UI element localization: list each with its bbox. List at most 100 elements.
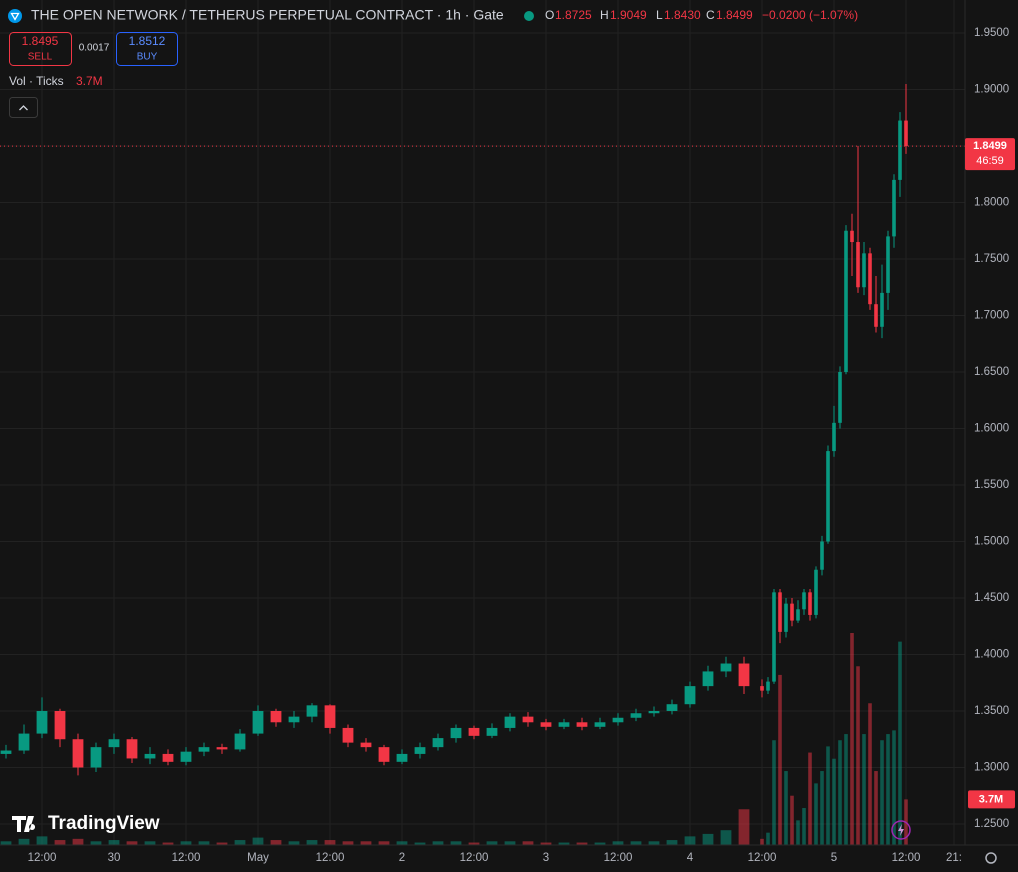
volume-bar bbox=[886, 734, 890, 845]
x-tick-label: 12:00 bbox=[316, 852, 345, 864]
volume-bar bbox=[868, 703, 872, 845]
y-tick-label: 1.5000 bbox=[974, 536, 1009, 548]
candle-body bbox=[378, 747, 390, 762]
candle-body bbox=[504, 716, 516, 728]
y-tick-label: 1.7000 bbox=[974, 310, 1009, 322]
volume-bar bbox=[826, 746, 830, 845]
volume-bar bbox=[540, 842, 552, 845]
volume-bar bbox=[772, 740, 776, 845]
candle-body bbox=[126, 739, 138, 759]
volume-bar bbox=[342, 841, 354, 845]
volume-bar bbox=[18, 838, 30, 845]
volume-bar bbox=[486, 841, 498, 845]
sell-label: SELL bbox=[28, 52, 53, 63]
candle-body bbox=[414, 747, 426, 754]
sell-button[interactable] bbox=[9, 32, 72, 66]
ohlc-value: 1.8499 bbox=[716, 8, 753, 22]
x-tick-label: 12:00 bbox=[460, 852, 489, 864]
volume-bar bbox=[666, 840, 678, 845]
candle-body bbox=[54, 710, 66, 740]
candle-body bbox=[702, 671, 714, 687]
symbol-icon-glyph bbox=[10, 12, 20, 21]
candle-body bbox=[36, 710, 48, 734]
candle-body bbox=[720, 663, 732, 672]
volume-bar bbox=[790, 795, 794, 845]
alert-icon bbox=[898, 824, 904, 836]
candle-body bbox=[856, 242, 860, 288]
volume-bar bbox=[306, 840, 318, 845]
candle-body bbox=[784, 603, 788, 632]
volume-bar bbox=[360, 841, 372, 845]
volume-bar bbox=[880, 740, 884, 845]
volume-bar bbox=[850, 633, 854, 845]
volume-legend-value: 3.7M bbox=[76, 74, 103, 88]
volume-bar bbox=[702, 833, 714, 845]
status-dot bbox=[524, 11, 534, 21]
x-tick-label: 12:00 bbox=[172, 852, 201, 864]
x-tick-label: 2 bbox=[399, 852, 405, 864]
x-tick-label: 5 bbox=[831, 852, 837, 864]
volume-bar bbox=[844, 734, 848, 845]
x-tick-label: 21: bbox=[946, 852, 962, 864]
candle-body bbox=[342, 727, 354, 743]
volume-bar bbox=[90, 841, 102, 845]
candle-body bbox=[144, 753, 156, 759]
candle-body bbox=[522, 716, 534, 723]
x-tick-label: 3 bbox=[543, 852, 549, 864]
buy-label: BUY bbox=[137, 52, 158, 63]
alert-button[interactable] bbox=[891, 820, 911, 840]
candle-body bbox=[738, 663, 750, 687]
volume-bar bbox=[832, 758, 836, 845]
volume-bar bbox=[814, 783, 818, 845]
branding: TradingView bbox=[48, 813, 160, 834]
logo-mark bbox=[12, 816, 36, 832]
volume-bar bbox=[778, 674, 782, 845]
ohlc-value: 1.8725 bbox=[555, 8, 592, 22]
candle-layer bbox=[0, 83, 965, 776]
sell-price: 1.8495 bbox=[22, 34, 59, 48]
volume-bar bbox=[144, 841, 156, 845]
countdown: 46:59 bbox=[976, 155, 1004, 167]
settings-button[interactable] bbox=[985, 852, 997, 864]
volume-layer bbox=[0, 633, 908, 845]
volume-bar bbox=[892, 730, 896, 845]
candle-body bbox=[850, 230, 854, 243]
ohlc-value: 1.8430 bbox=[664, 8, 701, 22]
candle-body bbox=[432, 738, 444, 748]
y-tick-label: 1.4000 bbox=[974, 649, 1009, 661]
x-tick-label: 12:00 bbox=[604, 852, 633, 864]
volume-bar bbox=[36, 836, 48, 845]
x-tick-label: 12:00 bbox=[28, 852, 57, 864]
volume-bar bbox=[288, 841, 300, 845]
candle-body bbox=[648, 710, 660, 714]
spread: 0.0017 bbox=[79, 43, 110, 54]
candle-body bbox=[252, 710, 264, 734]
y-tick-label: 1.9000 bbox=[974, 84, 1009, 96]
collapse-button[interactable] bbox=[9, 97, 38, 118]
candle-body bbox=[666, 704, 678, 711]
volume-bar bbox=[808, 752, 812, 845]
candle-body bbox=[844, 230, 848, 372]
volume-bar bbox=[576, 842, 588, 845]
volume-tag-label: 3.7M bbox=[979, 793, 1003, 805]
y-tick-label: 1.8000 bbox=[974, 197, 1009, 209]
volume-bar bbox=[684, 836, 696, 845]
candle-body bbox=[868, 253, 872, 305]
candle-body bbox=[486, 727, 498, 736]
buy-button[interactable] bbox=[116, 32, 178, 66]
x-tick-label: 30 bbox=[108, 852, 121, 864]
symbol-icon[interactable] bbox=[8, 9, 22, 23]
candle-body bbox=[904, 120, 908, 147]
volume-bar bbox=[738, 809, 750, 845]
volume-bar bbox=[324, 840, 336, 845]
x-tick-label: 12:00 bbox=[892, 852, 921, 864]
buy-price: 1.8512 bbox=[129, 34, 166, 48]
volume-bar bbox=[468, 842, 480, 845]
change: −0.0200 (−1.07%) bbox=[762, 8, 858, 22]
volume-bar bbox=[612, 841, 624, 845]
candle-body bbox=[234, 733, 246, 750]
ohlc-label: H bbox=[600, 8, 609, 22]
candle-body bbox=[0, 750, 12, 754]
symbol-title[interactable]: THE OPEN NETWORK / TETHERUS PERPETUAL CO… bbox=[31, 7, 504, 23]
